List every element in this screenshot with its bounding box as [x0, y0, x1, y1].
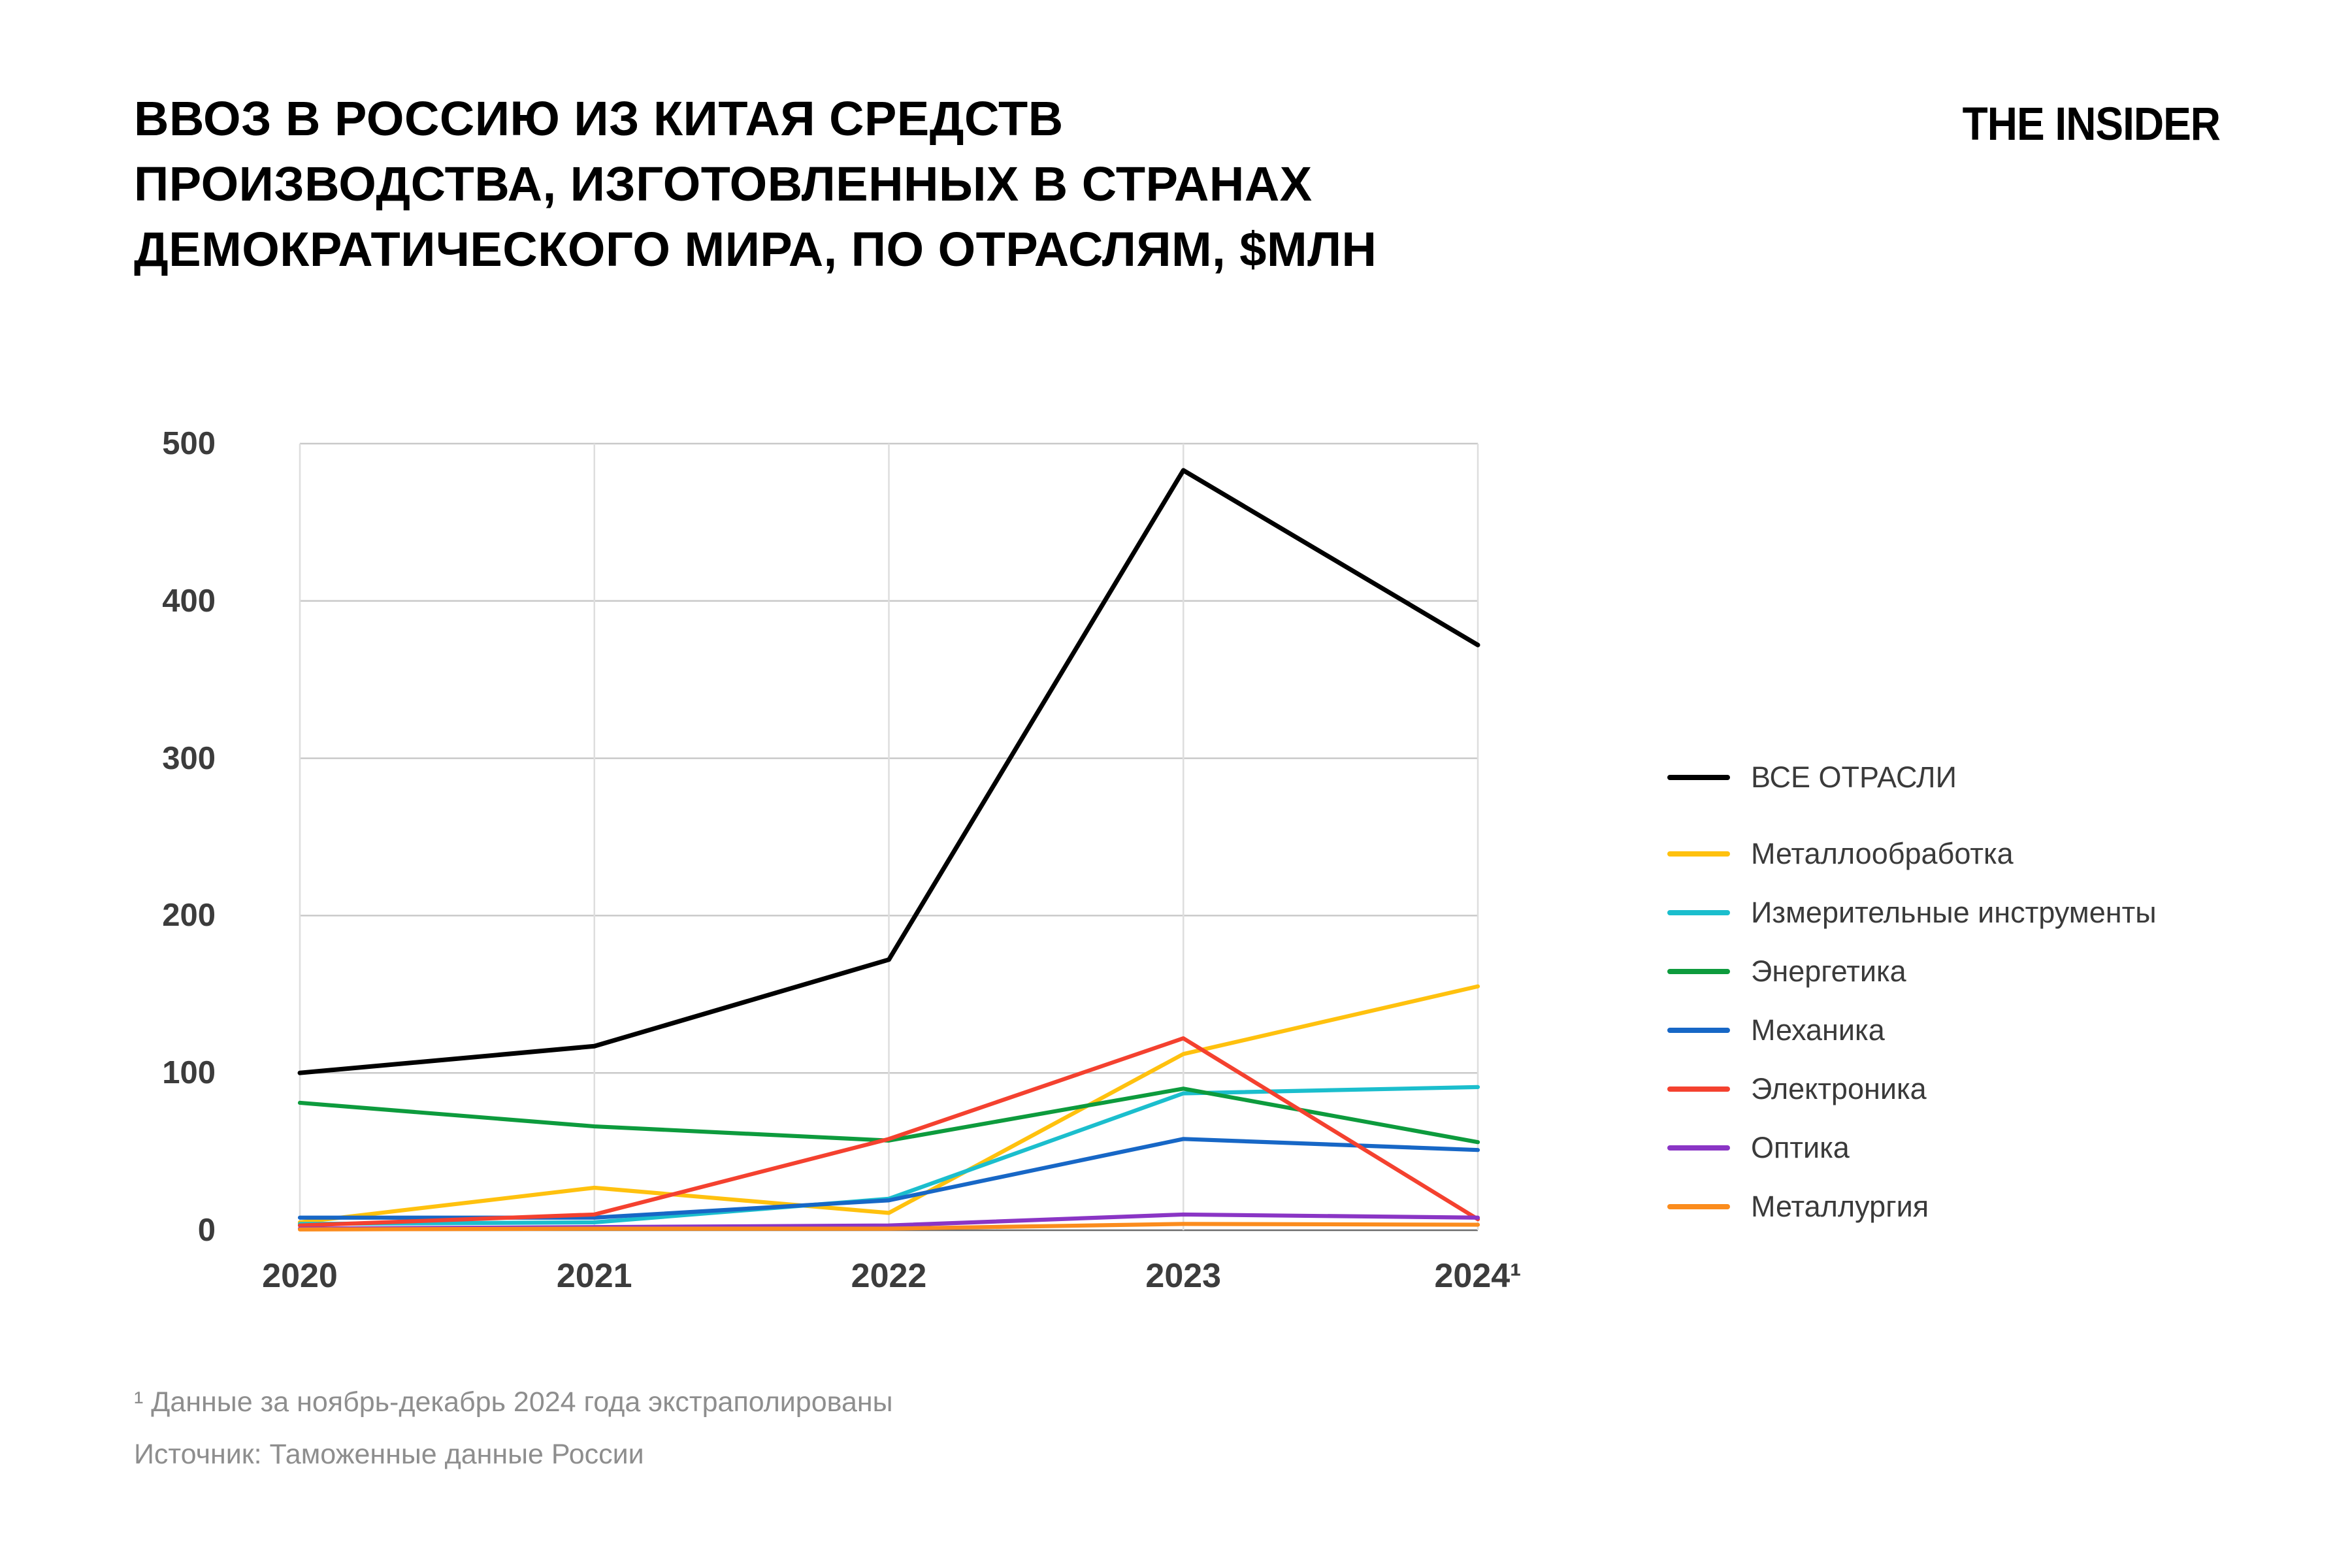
legend-item: Механика [1667, 1001, 2157, 1060]
legend-swatch [1667, 1145, 1730, 1151]
series-line [297, 1222, 1480, 1232]
legend-swatch [1667, 1028, 1730, 1033]
series-line [297, 1036, 1480, 1228]
legend-label: Механика [1751, 1013, 1885, 1047]
y-tick-label: 400 [162, 583, 216, 619]
legend-item: Оптика [1667, 1119, 2157, 1177]
y-tick-label: 200 [162, 898, 216, 934]
legend-label: Металлургия [1751, 1190, 1929, 1223]
legend-swatch [1667, 1086, 1730, 1092]
legend-swatch [1667, 910, 1730, 915]
legend-label: Оптика [1751, 1131, 1850, 1164]
legend-item: ВСЕ ОТРАСЛИ [1667, 748, 2157, 807]
series-line [297, 468, 1480, 1075]
legend-item: Металлообработка [1667, 825, 2157, 883]
legend-swatch [1667, 851, 1730, 857]
x-tick-label: 2022 [851, 1257, 927, 1295]
footnote-source: Источник: Таможенные данные России [134, 1439, 644, 1470]
legend-item: Электроника [1667, 1060, 2157, 1119]
footnote-extrapolation: ¹ Данные за ноябрь-декабрь 2024 года экс… [134, 1386, 893, 1418]
chart-title-line-3: ДЕМОКРАТИЧЕСКОГО МИРА, ПО ОТРАСЛЯМ, $МЛН [134, 222, 1377, 276]
legend-swatch [1667, 1204, 1730, 1209]
chart-title: ВВОЗ В РОССИЮ ИЗ КИТАЯ СРЕДСТВ ПРОИЗВОДС… [134, 86, 1702, 282]
legend-label: Измерительные инструменты [1751, 896, 2157, 929]
x-tick-label: 2023 [1145, 1257, 1222, 1295]
legend-item: Измерительные инструменты [1667, 883, 2157, 942]
legend: ВСЕ ОТРАСЛИ Металлообработка Измерительные… [1667, 748, 2157, 1236]
legend-label: Энергетика [1751, 955, 1906, 988]
the-insider-logo: THE INSIDER [1962, 97, 2221, 150]
legend-label: Электроника [1751, 1072, 1927, 1105]
legend-label: Металлообработка [1751, 837, 2014, 870]
legend-swatch [1667, 775, 1730, 780]
x-tick-label: 2020 [262, 1257, 338, 1295]
series-line [297, 984, 1480, 1225]
chart-title-line-1: ВВОЗ В РОССИЮ ИЗ КИТАЯ СРЕДСТВ [134, 91, 1064, 146]
y-tick-label: 100 [162, 1055, 216, 1091]
x-tick-label: 2021 [556, 1257, 632, 1295]
legend-label: ВСЕ ОТРАСЛИ [1751, 760, 1957, 794]
legend-item: Энергетика [1667, 942, 2157, 1001]
y-tick-label: 300 [162, 740, 216, 776]
line-chart [297, 442, 1480, 1232]
legend-swatch [1667, 969, 1730, 974]
legend-item: Металлургия [1667, 1177, 2157, 1236]
plot-area [297, 442, 1480, 1232]
y-tick-label: 500 [162, 426, 216, 461]
x-tick-label: 2024¹ [1434, 1257, 1522, 1295]
y-tick-label: 0 [197, 1213, 216, 1248]
chart-title-line-2: ПРОИЗВОДСТВА, ИЗГОТОВЛЕННЫХ В СТРАНАХ [134, 157, 1313, 211]
